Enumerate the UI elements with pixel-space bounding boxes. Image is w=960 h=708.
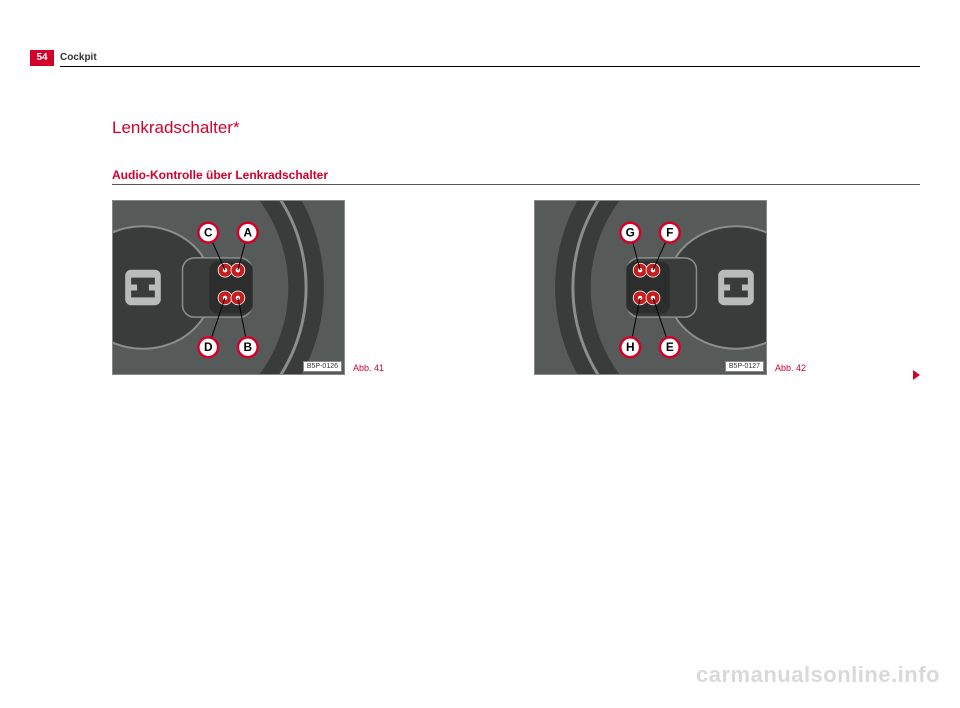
figure-row: C A D B B5P-0126 Abb. 41 G F H E B5P-0127 Abb.… (112, 200, 806, 375)
chapter-title: Cockpit (60, 52, 97, 63)
subsection-title: Audio-Kontrolle über Lenkradschalter (112, 168, 920, 182)
subsection-rule (112, 184, 920, 185)
figure-code: B5P-0126 (303, 361, 342, 372)
continue-arrow-icon (913, 370, 920, 380)
watermark-text: carmanualsonline.info (696, 662, 940, 688)
svg-text:A: A (243, 226, 252, 240)
svg-text:F: F (666, 226, 673, 240)
figure-caption: Abb. 41 (353, 363, 384, 375)
section-title: Lenkradschalter* (112, 118, 240, 138)
svg-text:G: G (626, 226, 635, 240)
figure-code: B5P-0127 (725, 361, 764, 372)
figure-frame: G F H E B5P-0127 (534, 200, 767, 375)
figure-caption: Abb. 42 (775, 363, 806, 375)
figure-frame: C A D B B5P-0126 (112, 200, 345, 375)
svg-text:D: D (204, 340, 213, 354)
figure-block: G F H E B5P-0127 Abb. 42 (534, 200, 806, 375)
svg-text:E: E (666, 340, 674, 354)
page-number-tab: 54 (30, 50, 54, 66)
steering-wheel-diagram: C A D B (113, 201, 344, 374)
figure-block: C A D B B5P-0126 Abb. 41 (112, 200, 384, 375)
svg-text:B: B (243, 340, 252, 354)
svg-text:H: H (626, 340, 635, 354)
svg-text:C: C (204, 226, 213, 240)
page-header: 54 Cockpit (0, 50, 960, 70)
header-rule (60, 66, 920, 67)
subsection-header: Audio-Kontrolle über Lenkradschalter (112, 168, 920, 185)
steering-wheel-diagram: G F H E (535, 201, 766, 374)
